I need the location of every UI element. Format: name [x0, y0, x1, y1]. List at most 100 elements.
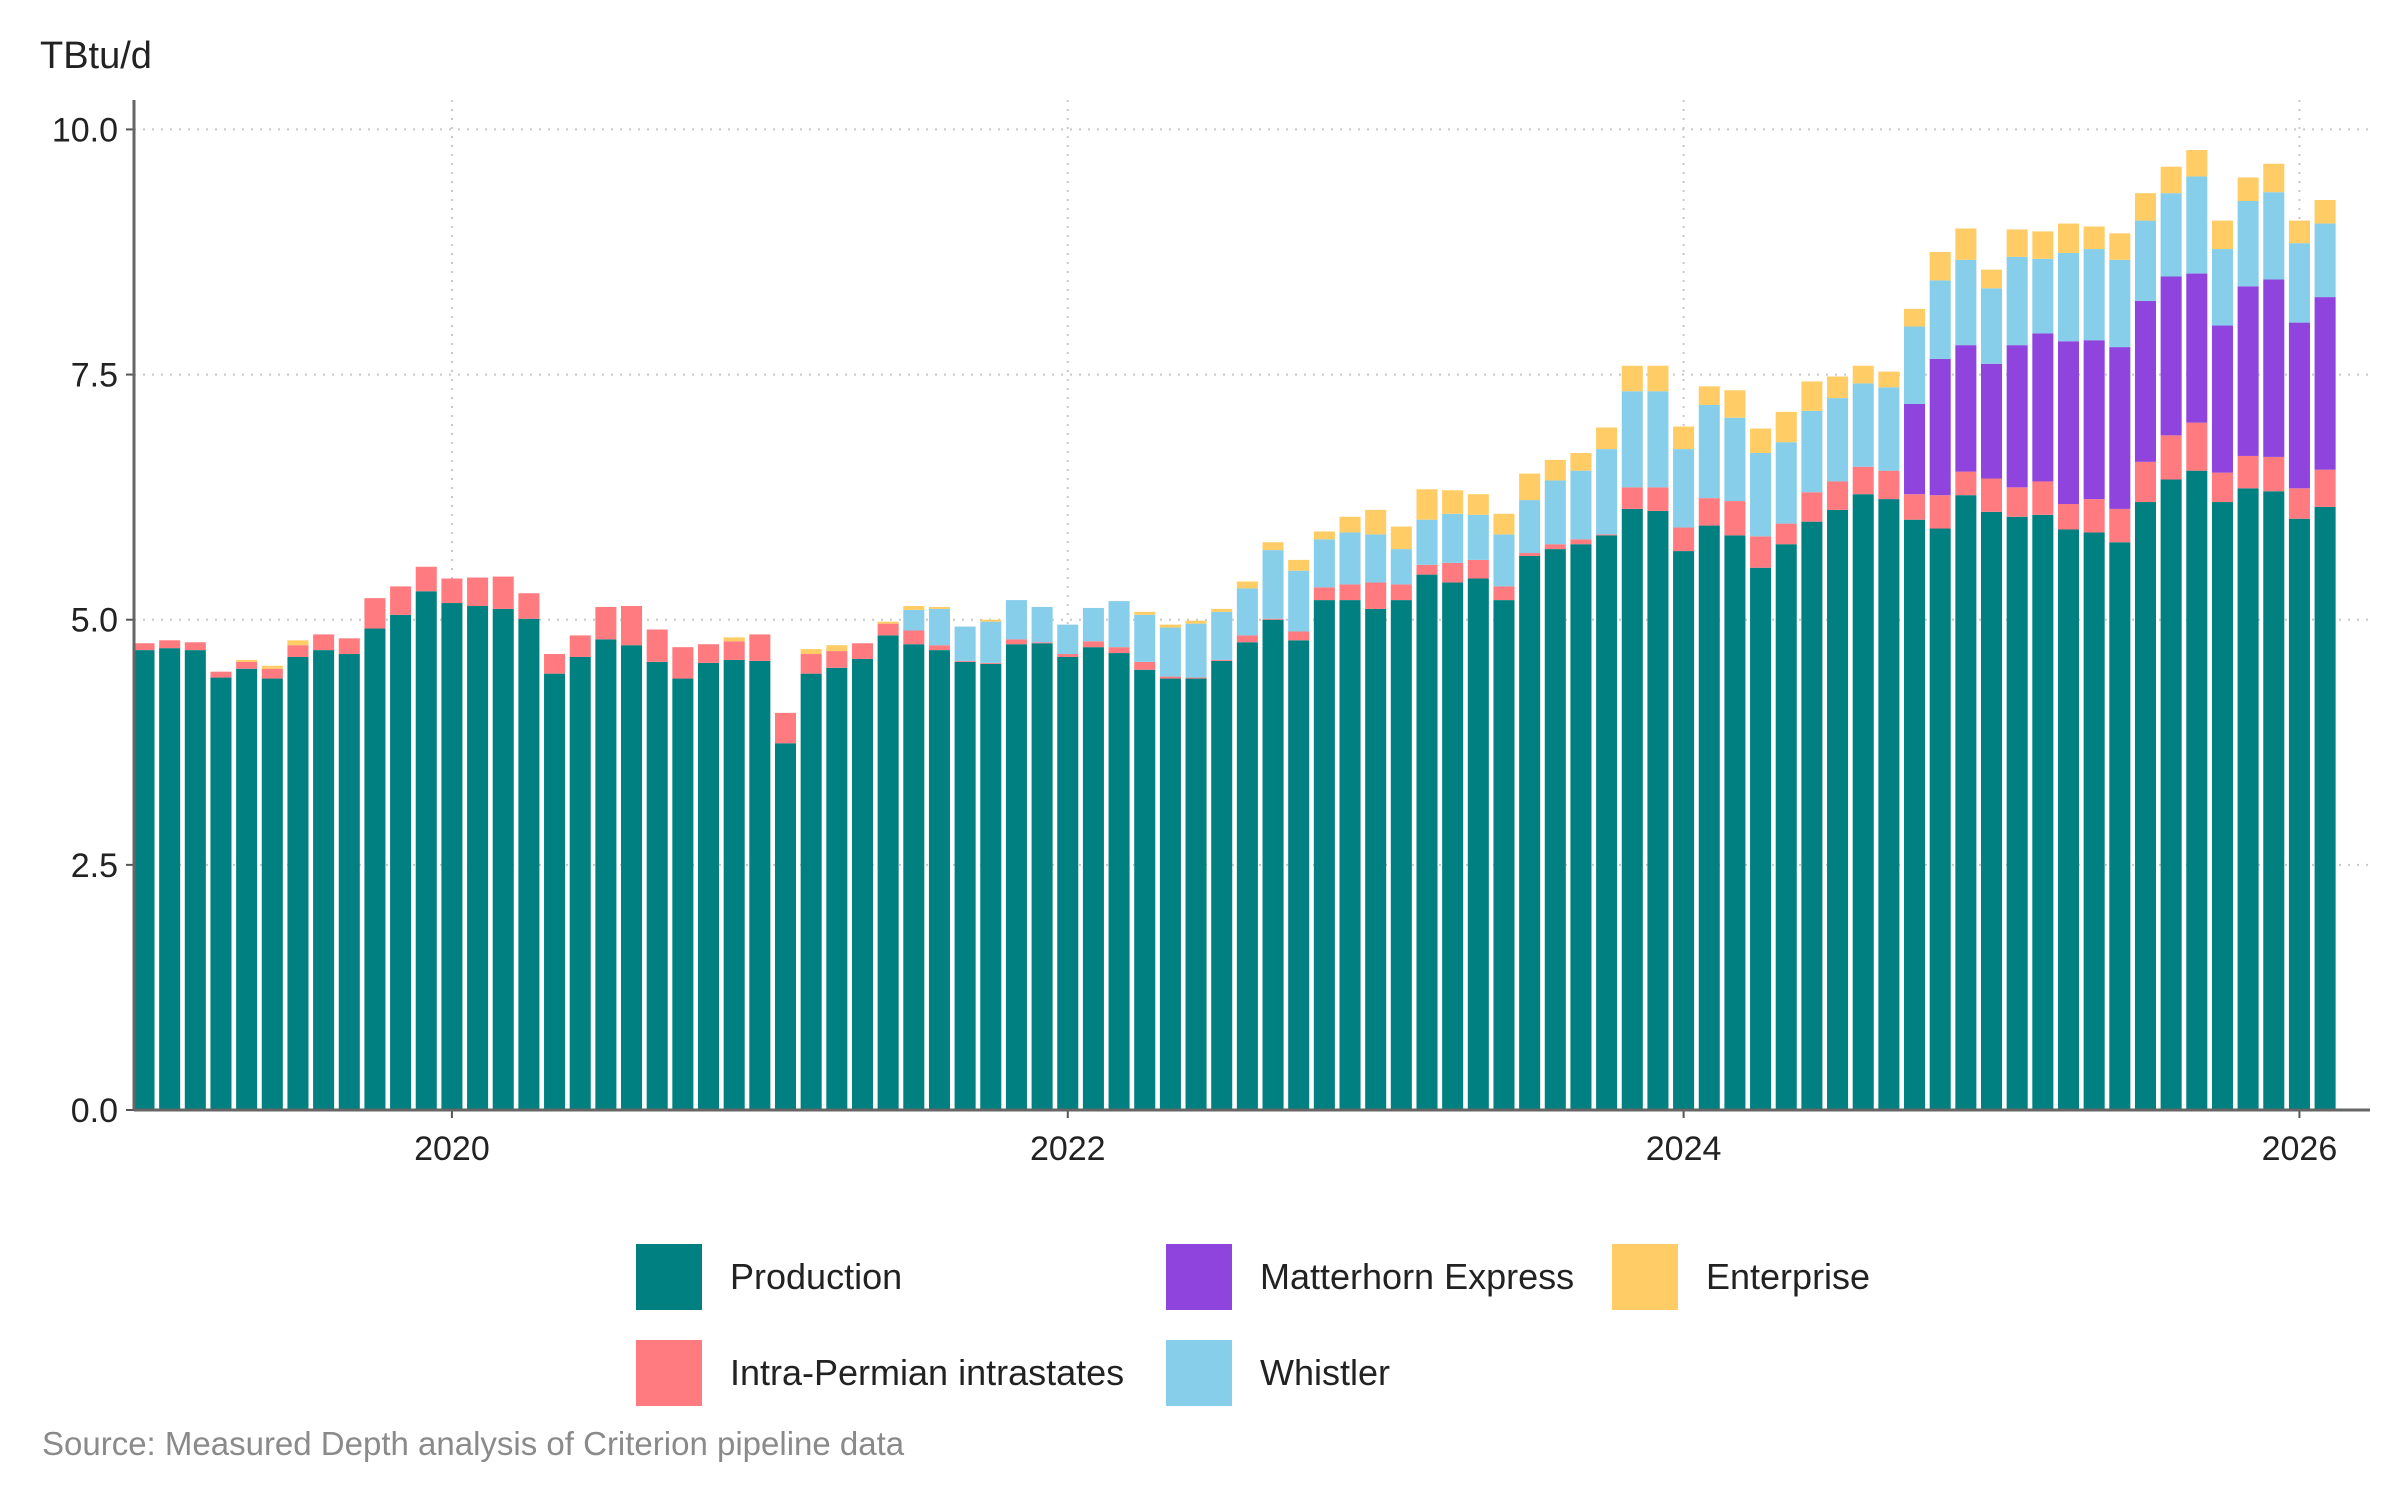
- bar-segment: [1467, 578, 1489, 1110]
- bar-segment: [621, 605, 643, 646]
- bar-segment: [1544, 459, 1566, 481]
- bar-segment: [595, 606, 617, 640]
- bar-segment: [1134, 669, 1156, 1110]
- bar-segment: [1698, 498, 1720, 526]
- bar-segment: [826, 651, 848, 668]
- y-tick-label: 7.5: [71, 357, 118, 395]
- bar-segment: [1904, 403, 1926, 495]
- bar-segment: [954, 626, 976, 661]
- bar-segment: [1442, 513, 1464, 563]
- bar-segment: [723, 637, 745, 642]
- bar-segment: [1801, 492, 1823, 522]
- bar-segment: [2314, 506, 2336, 1110]
- bar-segment: [1596, 535, 1618, 1110]
- bar-segment: [1211, 660, 1233, 1110]
- bar-segment: [1544, 549, 1566, 1110]
- bar-segment: [2186, 273, 2208, 423]
- bar-segment: [2237, 455, 2259, 489]
- bar-segment: [1775, 442, 1797, 524]
- bar-segment: [1852, 494, 1874, 1110]
- bar-segment: [928, 608, 950, 646]
- bar-segment: [1390, 600, 1412, 1110]
- bar-segment: [1339, 516, 1361, 533]
- bar-segment: [1236, 581, 1258, 589]
- bar-segment: [2057, 252, 2080, 342]
- bar-segment: [1057, 654, 1079, 657]
- bar-segment: [2160, 479, 2182, 1110]
- bar-segment: [2237, 488, 2259, 1110]
- bar-segment: [1955, 345, 1977, 472]
- bar-segment: [1570, 544, 1592, 1110]
- bar-segment: [1262, 542, 1284, 551]
- bar-segment: [2288, 322, 2310, 489]
- bar-segment: [2006, 256, 2028, 346]
- bar-segment: [1262, 619, 1284, 1110]
- bar-segment: [774, 743, 797, 1110]
- bar-segment: [364, 598, 386, 629]
- bar-segment: [1801, 381, 1823, 411]
- bar-segment: [1724, 390, 1746, 418]
- bar-segment: [2211, 502, 2233, 1111]
- bar-segment: [903, 605, 925, 610]
- bar-segment: [569, 656, 591, 1110]
- bar-segment: [441, 603, 463, 1110]
- bar-segment: [1929, 495, 1951, 529]
- bar-segment: [1621, 365, 1643, 392]
- bar-segment: [1365, 534, 1387, 583]
- bar-segment: [1724, 501, 1746, 536]
- bar-segment: [2160, 193, 2182, 277]
- bar-segment: [261, 678, 283, 1110]
- bar-segment: [1211, 611, 1233, 660]
- bar-segment: [2083, 532, 2105, 1110]
- bar-segment: [287, 640, 309, 646]
- bar-segment: [1236, 588, 1258, 636]
- legend-swatch: [1612, 1244, 1678, 1310]
- bar-segment: [1647, 365, 1669, 392]
- bar-segment: [723, 641, 745, 660]
- bar-segment: [1493, 534, 1515, 587]
- bar-segment: [672, 678, 694, 1110]
- legend-label: Matterhorn Express: [1260, 1256, 1574, 1297]
- bar-segment: [1980, 363, 2003, 479]
- bar-segment: [1852, 383, 1874, 467]
- bar-segment: [364, 628, 386, 1110]
- bar-segment: [1313, 531, 1335, 540]
- bar-segment: [800, 654, 822, 674]
- bar-segment: [1288, 559, 1310, 571]
- bar-segment: [1288, 640, 1310, 1110]
- bar-segment: [1647, 487, 1669, 511]
- bar-segment: [1159, 627, 1181, 677]
- bar-segment: [1801, 521, 1823, 1110]
- bar-segment: [1827, 509, 1849, 1110]
- bar-segment: [1031, 606, 1053, 643]
- bar-segment: [1416, 574, 1438, 1110]
- bar-segment: [903, 644, 925, 1110]
- bar-segment: [2057, 341, 2080, 504]
- bar-segment: [1929, 251, 1951, 281]
- bar-segment: [2134, 193, 2157, 221]
- bar-segment: [1185, 677, 1207, 679]
- bar-segment: [415, 591, 437, 1110]
- bar-segment: [1775, 523, 1797, 545]
- bar-segment: [980, 662, 1002, 664]
- bar-segment: [1904, 519, 1926, 1110]
- bar-segment: [774, 712, 797, 744]
- bar-segment: [1313, 539, 1335, 588]
- bar-segment: [261, 668, 283, 679]
- bar-segment: [928, 606, 950, 609]
- bar-segment: [2160, 166, 2182, 194]
- bar-segment: [1134, 661, 1156, 670]
- bar-segment: [2237, 201, 2259, 287]
- bar-segment: [1929, 528, 1951, 1110]
- bar-segment: [1082, 641, 1104, 648]
- bar-segment: [2314, 223, 2336, 298]
- bar-segment: [1955, 259, 1977, 346]
- bar-segment: [1108, 647, 1130, 654]
- bar-segment: [1057, 624, 1079, 655]
- bar-segment: [1236, 635, 1258, 643]
- bar-segment: [1621, 391, 1643, 488]
- bar-segment: [1211, 659, 1233, 661]
- bar-segment: [2083, 226, 2105, 250]
- legend-swatch: [1166, 1340, 1232, 1406]
- bar-segment: [2263, 279, 2285, 457]
